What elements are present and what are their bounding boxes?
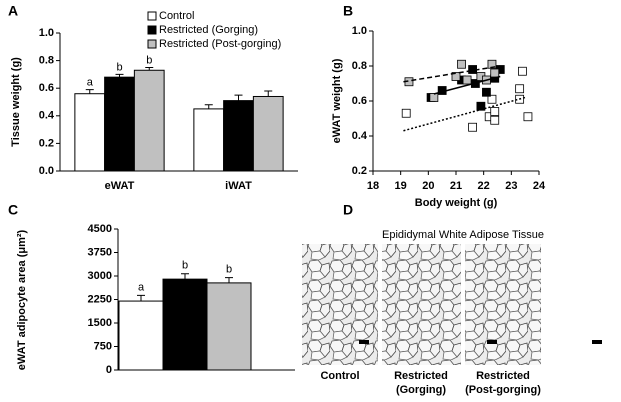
scatter-point xyxy=(490,115,500,125)
panel-letter: A xyxy=(8,3,18,19)
y-tick-label: 0.6 xyxy=(352,95,367,107)
legend-swatch xyxy=(147,11,157,21)
panel-letter: B xyxy=(343,3,353,19)
panel-letter: C xyxy=(8,202,18,218)
scatter-point xyxy=(515,84,525,94)
bar xyxy=(104,76,135,172)
y-tick-label: 0.4 xyxy=(39,110,55,122)
scale-bar xyxy=(487,340,497,344)
scatter-point xyxy=(490,68,500,78)
y-tick-label: 3750 xyxy=(88,246,112,258)
image-caption: (Post-gorging) xyxy=(465,384,541,396)
y-tick-label: 0.8 xyxy=(39,55,54,67)
x-tick-label: 24 xyxy=(533,180,546,192)
legend-label: Control xyxy=(159,10,194,22)
y-tick-label: 0.0 xyxy=(39,165,54,177)
y-tick-label: 1.0 xyxy=(352,25,367,37)
error-bar xyxy=(181,273,189,280)
trend-line xyxy=(403,96,526,132)
x-tick-label: 22 xyxy=(478,180,490,192)
trend-line xyxy=(433,75,501,95)
scale-bar xyxy=(359,340,369,344)
trend-line xyxy=(403,65,501,83)
legend-label: Restricted (Gorging) xyxy=(159,24,258,36)
scatter-point xyxy=(468,122,478,132)
y-tick-label: 0 xyxy=(106,364,112,376)
panel-letter: D xyxy=(343,202,353,218)
micrographs xyxy=(302,244,602,365)
image-title: Epididymal White Adipose Tissue xyxy=(382,229,544,241)
y-tick-label: 3000 xyxy=(88,270,112,282)
scatter-point xyxy=(429,93,439,102)
y-tick-label: 0.2 xyxy=(352,165,367,177)
micrograph xyxy=(465,244,541,365)
significance-letter: a xyxy=(87,76,94,88)
error-bar xyxy=(137,294,145,302)
bar xyxy=(133,69,165,172)
y-tick-label: 1500 xyxy=(88,317,112,329)
error-bar xyxy=(264,90,273,97)
scatter-point xyxy=(518,66,527,76)
x-tick-label: 19 xyxy=(395,180,407,192)
y-tick-label: 750 xyxy=(94,340,112,352)
significance-letter: b xyxy=(182,260,188,272)
y-tick-label: 1.0 xyxy=(39,27,54,39)
significance-letter: b xyxy=(146,54,152,66)
error-bar xyxy=(204,104,213,109)
y-tick-label: 4500 xyxy=(88,223,112,235)
bar xyxy=(223,100,254,172)
micrograph xyxy=(302,244,378,365)
x-axis-title: Body weight (g) xyxy=(415,197,498,209)
y-axis-title: eWAT weight (g) xyxy=(331,58,343,143)
bar xyxy=(252,95,284,172)
significance-letter: b xyxy=(116,61,122,73)
bar xyxy=(206,282,252,371)
legend-swatch xyxy=(147,39,157,49)
image-caption: Control xyxy=(320,370,359,382)
x-tick-label: 23 xyxy=(505,180,517,192)
x-tick-label: 21 xyxy=(450,180,462,192)
y-tick-label: 0.8 xyxy=(352,60,367,72)
significance-letter: b xyxy=(226,263,232,275)
y-tick-label: 0.6 xyxy=(39,82,54,94)
bar xyxy=(193,108,225,172)
scale-bar xyxy=(592,340,602,344)
error-bar xyxy=(225,277,233,283)
error-bar xyxy=(234,94,243,101)
y-tick-label: 0.2 xyxy=(39,137,54,149)
error-bar xyxy=(145,67,154,71)
scatter-point xyxy=(451,72,461,81)
x-tick-label: 20 xyxy=(422,180,434,192)
y-tick-label: 0.4 xyxy=(352,130,368,142)
x-tick-label: iWAT xyxy=(225,180,252,192)
y-axis-title: eWAT adipocyte area (μm²) xyxy=(16,229,28,370)
scatter-point xyxy=(490,107,500,116)
scatter-point xyxy=(457,59,466,69)
significance-letter: a xyxy=(138,281,145,293)
legend-label: Restricted (Post-gorging) xyxy=(159,38,281,50)
y-axis-title: Tissue weight (g) xyxy=(10,57,22,147)
scatter-point xyxy=(401,108,411,118)
image-caption: Restricted xyxy=(476,370,530,382)
error-bar xyxy=(115,73,124,78)
scatter-point xyxy=(487,94,497,104)
bar xyxy=(74,93,106,172)
y-tick-label: 2250 xyxy=(88,293,112,305)
legend-swatch xyxy=(147,25,157,35)
error-bar xyxy=(85,89,94,94)
bar xyxy=(162,278,208,371)
image-caption: (Gorging) xyxy=(396,384,446,396)
x-tick-label: eWAT xyxy=(105,180,135,192)
scatter-point xyxy=(462,75,472,85)
scatter-point xyxy=(482,87,491,97)
x-tick-label: 18 xyxy=(367,180,379,192)
image-caption: Restricted xyxy=(394,370,448,382)
scatter-point xyxy=(487,59,497,69)
bar xyxy=(118,300,164,371)
scatter-point xyxy=(523,112,533,122)
micrograph xyxy=(382,244,461,365)
